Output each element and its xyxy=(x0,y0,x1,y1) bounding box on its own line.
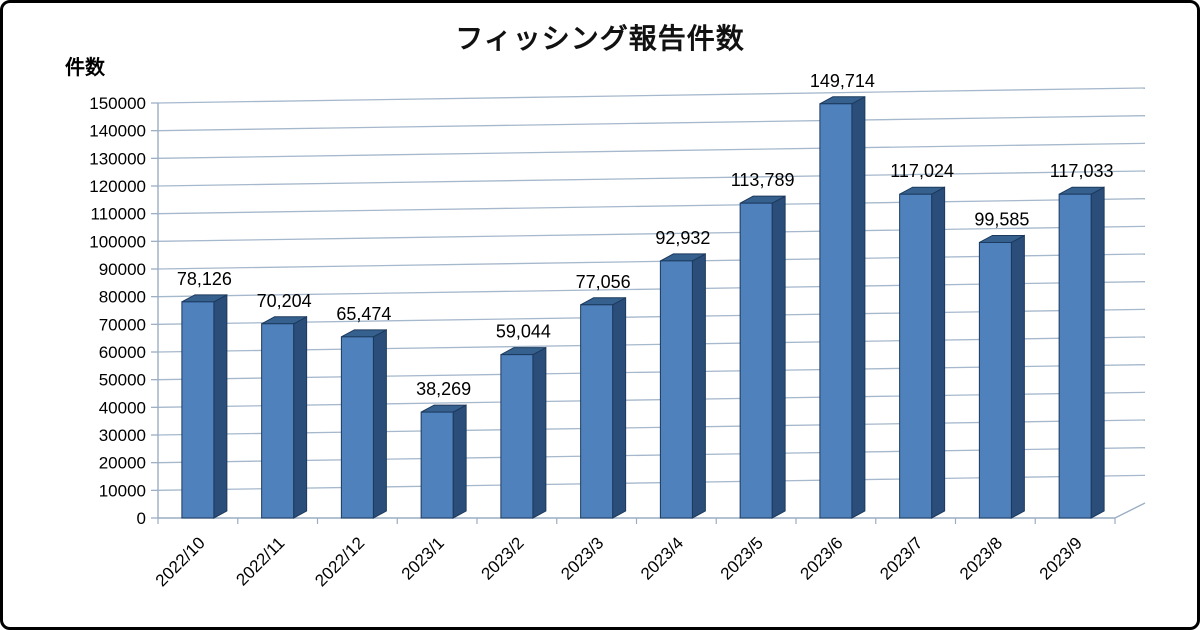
bar-side-face xyxy=(931,186,946,519)
x-tick-label: 2023/9 xyxy=(1036,533,1086,583)
data-label: 70,204 xyxy=(257,291,312,311)
y-tick-label: 150000 xyxy=(89,94,146,113)
bar xyxy=(261,315,308,519)
bar-front-face xyxy=(739,202,773,519)
x-tick-label: 2023/3 xyxy=(557,533,607,583)
y-tick-label: 50000 xyxy=(99,371,146,390)
bar xyxy=(420,404,467,519)
y-tick-label: 70000 xyxy=(99,315,146,334)
bar-side-face xyxy=(851,95,866,519)
y-tick-label: 140000 xyxy=(89,122,146,141)
y-tick-label: 130000 xyxy=(89,149,146,168)
y-tick-label: 40000 xyxy=(99,398,146,417)
y-tick-label: 10000 xyxy=(99,481,146,500)
bar xyxy=(819,95,866,519)
bar-front-face xyxy=(340,336,374,519)
x-tick-label: 2023/1 xyxy=(398,533,448,583)
data-label: 113,789 xyxy=(731,170,795,190)
data-label: 117,024 xyxy=(890,161,954,181)
bar-front-face xyxy=(500,354,534,519)
bar-front-face xyxy=(580,304,614,519)
bar-side-face xyxy=(532,346,547,519)
x-tick-label: 2022/12 xyxy=(311,533,368,590)
x-tick-label: 2023/5 xyxy=(717,533,767,583)
chart-canvas: 78,126 70,204 65,474 38,269 59,044 77,056 92,9… xyxy=(89,71,1146,590)
bar-front-face xyxy=(181,301,215,519)
bar xyxy=(181,294,228,519)
bar-front-face xyxy=(420,411,454,519)
y-tick-label: 90000 xyxy=(99,260,146,279)
bars xyxy=(181,95,1105,519)
y-tick-label: 110000 xyxy=(91,205,146,224)
x-tick-label: 2023/8 xyxy=(956,533,1006,583)
y-tick-label: 20000 xyxy=(99,454,146,473)
data-labels: 78,126 70,204 65,474 38,269 59,044 77,056 92,9… xyxy=(177,71,1114,399)
gridline xyxy=(157,198,1146,215)
gridline xyxy=(157,225,1146,242)
y-tick-label: 120000 xyxy=(89,177,146,196)
axes xyxy=(151,102,1146,524)
bar xyxy=(899,186,946,519)
bar xyxy=(739,195,786,519)
bar-side-face xyxy=(452,404,467,519)
bar-side-face xyxy=(213,294,228,519)
x-tick-label: 2022/11 xyxy=(232,533,288,589)
x-tick-label: 2023/6 xyxy=(796,533,846,583)
data-label: 77,056 xyxy=(576,272,631,292)
x-tick-label: 2023/4 xyxy=(637,533,687,583)
chart-title: フィッシング報告件数 xyxy=(455,23,745,54)
data-label: 149,714 xyxy=(810,71,875,91)
bar-side-face xyxy=(372,329,387,519)
x-tick-label: 2023/2 xyxy=(477,533,527,583)
bar-front-face xyxy=(659,260,693,519)
bar xyxy=(978,234,1025,519)
data-label: 78,126 xyxy=(177,269,232,289)
data-label: 99,585 xyxy=(974,209,1029,229)
y-tick-label: 80000 xyxy=(99,288,146,307)
bar-front-face xyxy=(1058,193,1092,519)
bar-side-face xyxy=(771,195,786,519)
data-label: 38,269 xyxy=(416,379,471,399)
data-label: 117,033 xyxy=(1050,161,1114,181)
x-tick-label: 2022/10 xyxy=(152,533,209,590)
y-tick-label: 100000 xyxy=(89,232,146,251)
gridline xyxy=(157,115,1146,132)
y-tick-label: 0 xyxy=(137,509,146,528)
bar xyxy=(659,253,706,519)
y-tick-labels: 0 10000 20000 30000 40000 50000 60000 70000 8000… xyxy=(89,94,146,528)
bar-front-face xyxy=(261,323,295,519)
gridline xyxy=(157,142,1146,159)
bar-side-face xyxy=(691,253,706,519)
gridline xyxy=(157,87,1146,104)
bar-front-face xyxy=(899,193,933,519)
gridline xyxy=(157,170,1146,187)
y-tick-label: 30000 xyxy=(99,426,146,445)
bar-front-face xyxy=(819,103,853,519)
bar xyxy=(580,296,627,519)
data-label: 65,474 xyxy=(336,304,391,324)
y-tick-label: 60000 xyxy=(99,343,146,362)
floor-edge xyxy=(1114,502,1146,519)
bar-side-face xyxy=(293,315,308,519)
y-axis-title: 件数 xyxy=(65,57,105,79)
data-label: 92,932 xyxy=(655,228,710,248)
x-tick-label: 2023/7 xyxy=(876,533,926,583)
bar-side-face xyxy=(612,296,627,519)
bar xyxy=(1058,186,1105,519)
x-tick-labels: 2022/10 2022/11 2022/12 2023/1 2023/2 2023/3 2… xyxy=(152,533,1086,590)
bar xyxy=(340,329,387,519)
bar xyxy=(500,346,547,519)
bar-side-face xyxy=(1090,186,1105,519)
bar-front-face xyxy=(978,241,1012,519)
data-label: 59,044 xyxy=(496,322,551,342)
bar-side-face xyxy=(1010,234,1025,519)
